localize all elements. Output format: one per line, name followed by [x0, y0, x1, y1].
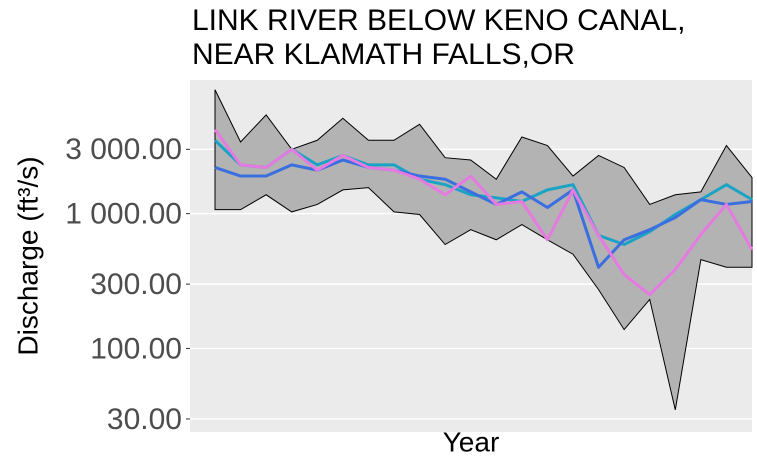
series-line — [214, 158, 753, 269]
chart-title: NEAR KLAMATH FALLS,OR — [192, 38, 575, 71]
y-tick-label: 30.00 — [107, 403, 182, 436]
y-tick-label: 1 000.00 — [65, 198, 182, 231]
chart-title: LINK RIVER BELOW KENO CANAL, — [192, 4, 685, 37]
y-axis-label: Discharge (ft³/s) — [12, 156, 43, 355]
y-tick-label: 100.00 — [90, 332, 182, 365]
range-band — [214, 89, 753, 411]
x-axis-label: Year — [443, 426, 500, 457]
y-tick-label: 300.00 — [90, 268, 182, 301]
series-line — [213, 128, 754, 297]
y-tick-label: 3 000.00 — [65, 133, 182, 166]
